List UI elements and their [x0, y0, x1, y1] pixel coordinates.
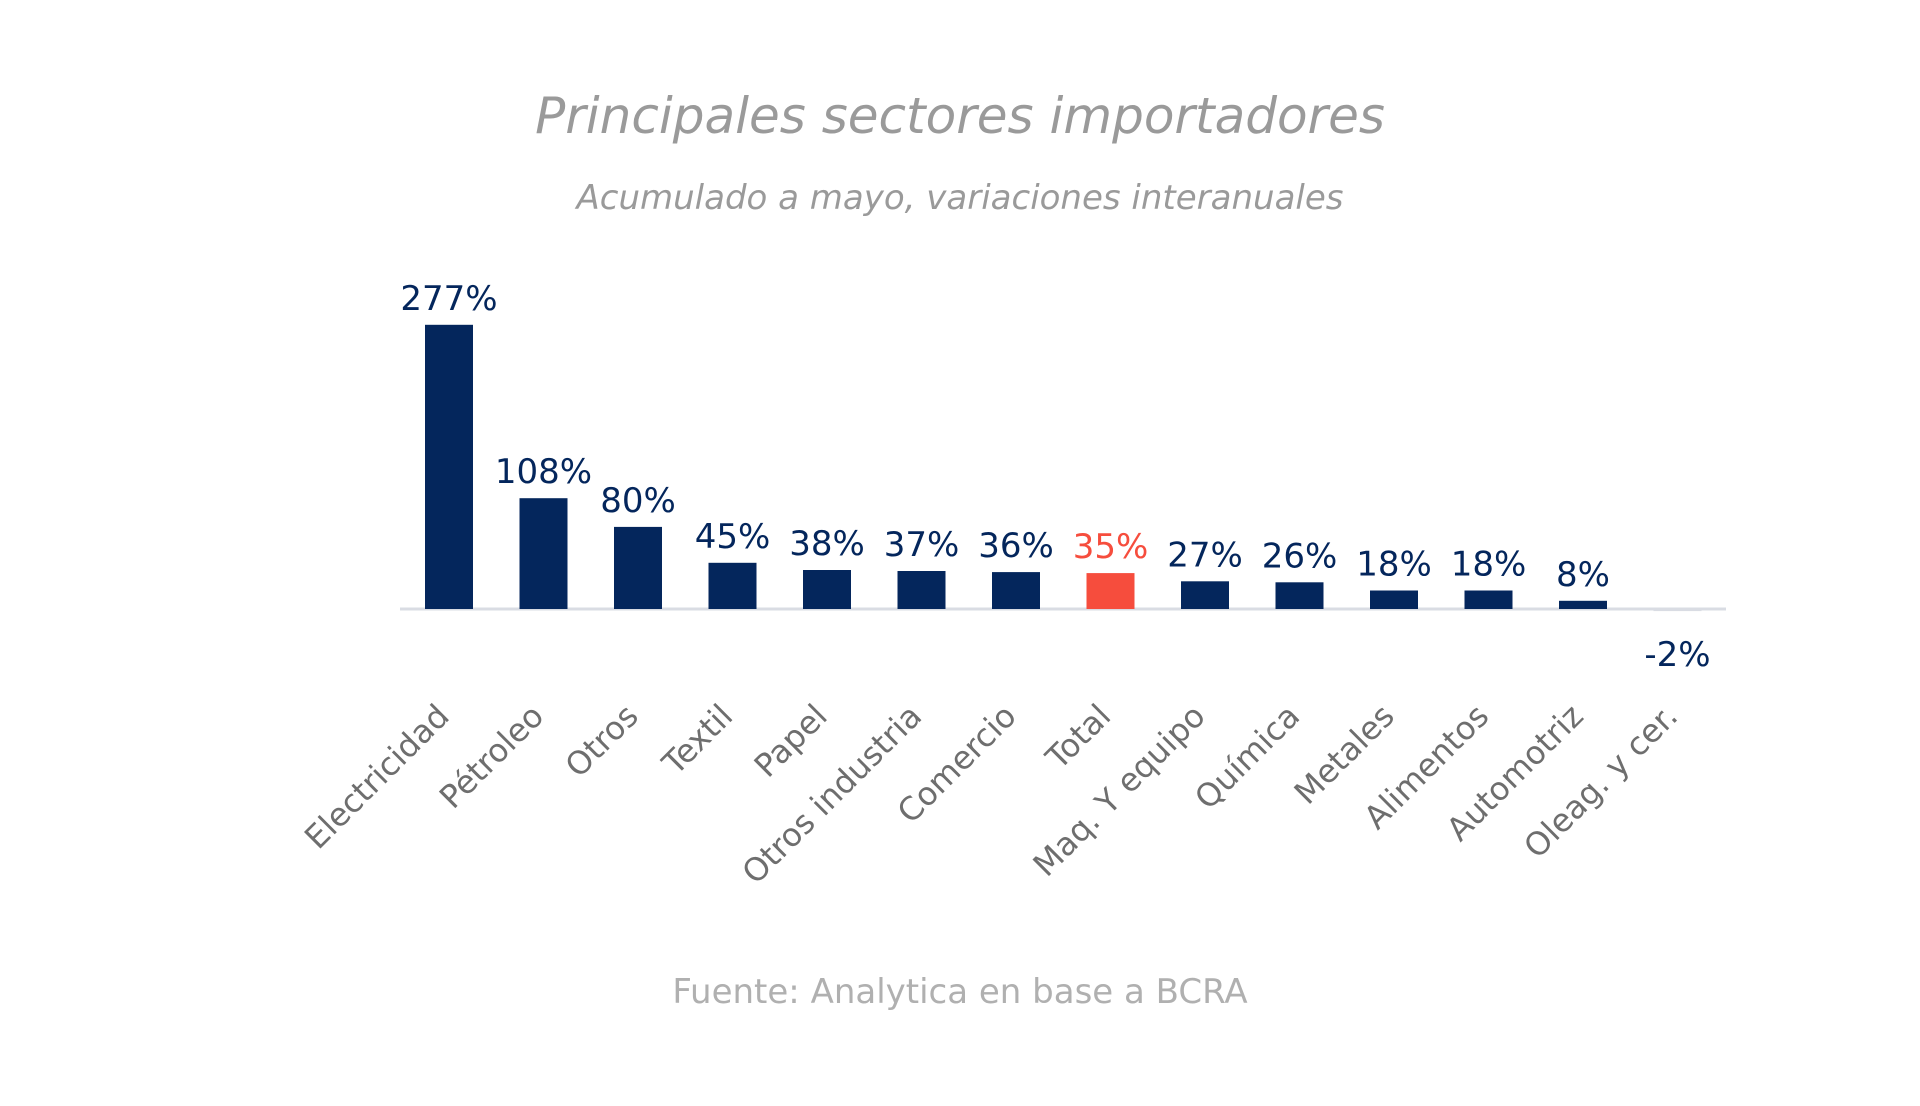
bar-textil — [708, 562, 757, 609]
bar-otros-industria — [897, 571, 946, 609]
value-label-quimica: 26% — [1262, 536, 1338, 576]
category-label-total: Total — [1038, 697, 1118, 777]
value-label-alimentos: 18% — [1451, 545, 1527, 585]
category-label-papel: Papel — [747, 697, 835, 785]
bar-total — [1086, 573, 1135, 609]
value-label-papel: 38% — [789, 524, 865, 564]
bar-metales — [1370, 590, 1418, 609]
category-label-textil: Textil — [654, 697, 740, 783]
value-label-electricidad: 277% — [400, 279, 497, 319]
category-label-otros: Otros — [558, 697, 646, 785]
category-label-petroleo: Pétroleo — [432, 697, 551, 816]
bar-quimica — [1275, 582, 1324, 609]
category-label-electricidad: Electricidad — [297, 697, 457, 857]
bar-comercio — [992, 572, 1040, 609]
bar-papel — [803, 570, 851, 609]
bars-group — [425, 324, 1702, 612]
bar-petroleo — [519, 498, 568, 609]
value-labels-group: 277% 108%80% 45% 38% 37% 36% 35% 27% 26% 18% 18% 8%… — [400, 279, 1710, 675]
value-label-oleag-y-cer: -2% — [1644, 635, 1710, 675]
bar-maq-y-equipo — [1181, 581, 1229, 609]
value-label-automotriz: 8% — [1556, 555, 1610, 595]
value-label-metales: 18% — [1356, 545, 1432, 585]
bar-otros — [614, 526, 662, 609]
value-label-otros-industria: 37% — [884, 525, 960, 565]
chart-subtitle: Acumulado a mayo, variaciones interanual… — [575, 178, 1344, 218]
chart-source: Fuente: Analytica en base a BCRA — [672, 972, 1247, 1012]
value-label-total: 35% — [1073, 527, 1149, 567]
value-label-otros: 80% — [600, 481, 676, 521]
bar-oleag-y-cer — [1653, 609, 1702, 612]
value-label-comercio: 36% — [978, 526, 1054, 566]
value-label-textil: 45% — [695, 517, 771, 557]
chart-title: Principales sectores importadores — [535, 87, 1385, 145]
bar-automotriz — [1559, 600, 1607, 609]
category-label-maq-y-equipo: Maq. Y equipo — [1026, 697, 1213, 884]
value-label-petroleo: 108% — [495, 452, 592, 492]
category-label-quimica: Química — [1187, 697, 1307, 817]
value-label-maq-y-equipo: 27% — [1167, 535, 1243, 575]
bar-alimentos — [1464, 590, 1513, 609]
bar-electricidad — [425, 324, 473, 609]
